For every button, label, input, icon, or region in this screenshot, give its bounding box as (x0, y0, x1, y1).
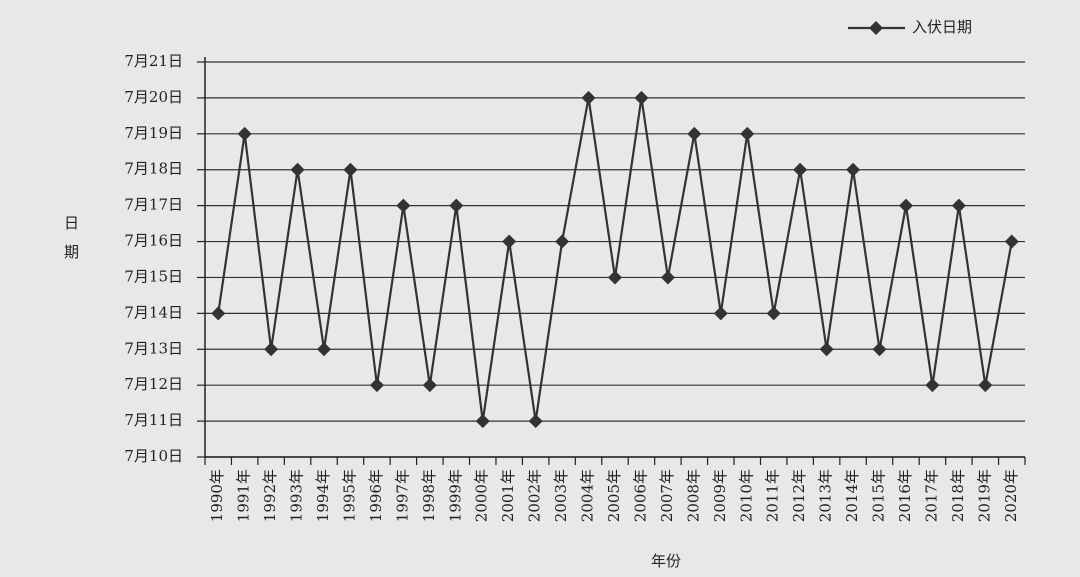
marker (369, 378, 384, 393)
x-tick-label: 2014年 (843, 469, 861, 522)
marker (819, 342, 834, 357)
marker (502, 234, 517, 249)
marker (264, 342, 279, 357)
marker (475, 414, 490, 429)
marker (713, 306, 728, 321)
marker (290, 162, 305, 177)
marker (687, 126, 702, 141)
y-tick-label: 7月18日 (124, 160, 183, 178)
x-tick-label: 2018年 (949, 469, 967, 522)
marker (528, 414, 543, 429)
x-tick-label: 1996年 (367, 469, 385, 522)
x-tick-label: 2007年 (658, 469, 676, 522)
marker (872, 342, 887, 357)
x-tick-label: 2002年 (526, 469, 544, 522)
y-tick-label: 7月21日 (124, 52, 183, 70)
x-tick-label: 2006年 (631, 469, 649, 522)
legend-label: 入伏日期 (912, 18, 972, 36)
marker (317, 342, 332, 357)
x-axis-label: 年份 (651, 552, 681, 570)
x-tick-label: 1998年 (420, 469, 438, 522)
marker (951, 198, 966, 213)
marker (634, 90, 649, 105)
marker (237, 126, 252, 141)
x-tick-label: 2020年 (1002, 469, 1020, 522)
x-tick-label: 2000年 (473, 469, 491, 522)
marker (1004, 234, 1019, 249)
y-tick-label: 7月19日 (124, 124, 183, 142)
x-tick-label: 2001年 (499, 469, 517, 522)
x-tick-label: 1994年 (314, 469, 332, 522)
marker (766, 306, 781, 321)
marker (608, 270, 622, 285)
marker (422, 378, 437, 393)
y-tick-label: 7月10日 (124, 447, 183, 465)
x-tick-label: 2017年 (922, 469, 940, 522)
marker (925, 378, 940, 393)
x-tick-label: 2015年 (870, 469, 888, 522)
y-tick-label: 7月11日 (124, 411, 183, 429)
marker (211, 306, 226, 321)
x-tick-label: 1992年 (261, 469, 279, 522)
x-tick-label: 2013年 (817, 469, 835, 522)
legend-marker (869, 21, 883, 35)
x-tick-label: 1990年 (208, 469, 226, 522)
y-axis-label: 日期 (62, 215, 80, 273)
y-tick-label: 7月14日 (124, 303, 183, 321)
x-tick-label: 1993年 (288, 469, 306, 522)
x-tick-label: 2016年 (896, 469, 914, 522)
x-tick-label: 2010年 (737, 469, 755, 522)
y-tick-label: 7月15日 (124, 267, 183, 285)
x-tick-label: 2003年 (552, 469, 570, 522)
marker (449, 198, 464, 213)
x-tick-label: 2012年 (790, 469, 808, 522)
x-tick-label: 2009年 (711, 469, 729, 522)
marker (793, 162, 808, 177)
marker (555, 234, 570, 249)
marker (978, 378, 993, 393)
y-tick-label: 7月20日 (124, 88, 183, 106)
y-tick-label: 7月13日 (124, 339, 183, 357)
y-tick-label: 7月12日 (124, 375, 183, 393)
x-tick-label: 1995年 (340, 469, 358, 522)
marker (660, 270, 675, 285)
marker (581, 90, 596, 105)
x-tick-label: 2004年 (579, 469, 597, 522)
marker (898, 198, 913, 213)
x-tick-label: 1997年 (393, 469, 411, 522)
x-tick-label: 1991年 (235, 469, 253, 522)
series-line (217, 97, 1013, 422)
x-tick-label: 2005年 (605, 469, 623, 522)
marker (846, 162, 861, 177)
y-tick-label: 7月17日 (124, 196, 183, 214)
x-tick-label: 2019年 (975, 469, 993, 522)
marker (740, 126, 755, 141)
x-tick-label: 1999年 (446, 469, 464, 522)
x-tick-label: 2008年 (684, 469, 702, 522)
marker (343, 162, 358, 177)
x-tick-label: 2011年 (764, 469, 782, 522)
marker (396, 198, 411, 213)
y-tick-label: 7月16日 (124, 232, 183, 250)
